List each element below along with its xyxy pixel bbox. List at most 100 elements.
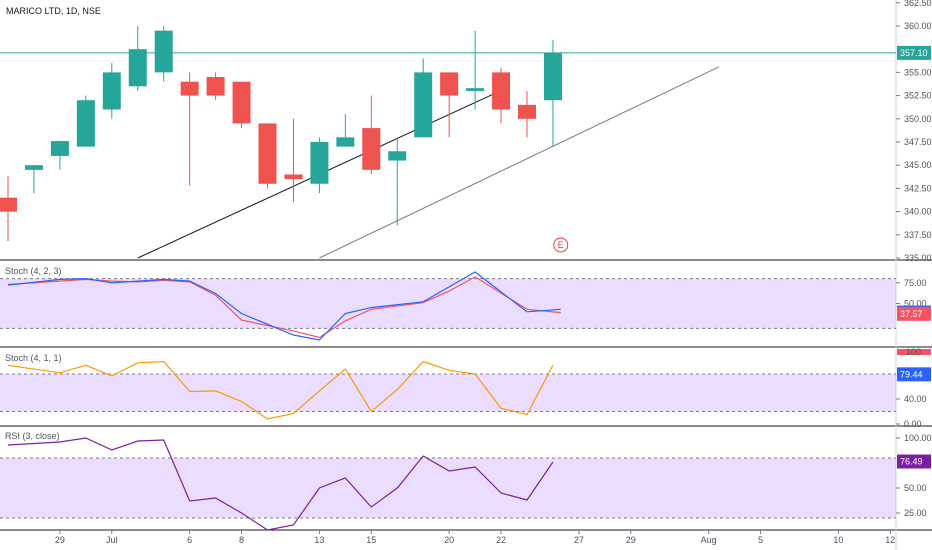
time-tick-label: 6 — [187, 535, 192, 545]
stoch1-d-tag-text: 37.57 — [900, 309, 923, 319]
rsi-band-fill — [0, 458, 896, 518]
axes: 362.50 360.00 355.00 352.50 350.00 347.50 345.… — [55, 0, 932, 545]
time-tick-label: Aug — [701, 535, 717, 545]
candle-body — [336, 137, 355, 147]
rsi-tick-label: 25.00 — [904, 508, 927, 518]
candle[interactable] — [258, 123, 277, 189]
candle-body — [414, 72, 433, 138]
time-tick-label: 8 — [239, 535, 244, 545]
candle-body — [128, 49, 147, 87]
stoch2-tick-label: 40.00 — [904, 394, 927, 404]
candle[interactable] — [543, 39, 562, 147]
candle[interactable] — [362, 95, 381, 175]
price-tick-label: 337.50 — [904, 230, 932, 240]
candle-body — [388, 151, 407, 161]
stoch1-band-fill — [0, 278, 896, 329]
candle-body — [284, 174, 303, 180]
candle-body — [362, 128, 381, 170]
candle[interactable] — [492, 67, 511, 124]
candle-body — [180, 81, 199, 96]
time-tick-label: 5 — [758, 535, 763, 545]
candle-body — [492, 72, 511, 110]
candle[interactable] — [50, 141, 69, 170]
rsi-tick-label: 100.00 — [904, 433, 932, 443]
candle[interactable] — [440, 72, 459, 138]
stoch1-d-line[interactable] — [7, 276, 561, 339]
price-tick-label: 347.50 — [904, 137, 932, 147]
stoch2-top-tag-text: 100 — [906, 347, 921, 357]
candle[interactable] — [206, 72, 225, 101]
candle[interactable] — [0, 176, 17, 242]
candle[interactable] — [128, 25, 147, 91]
candle[interactable] — [336, 114, 355, 147]
candle[interactable] — [414, 58, 433, 138]
price-pane[interactable]: E — [0, 25, 896, 259]
candle-body — [543, 52, 562, 101]
candle-body — [518, 104, 536, 119]
stoch1-tick-label: 75.00 — [904, 278, 927, 288]
candle[interactable] — [310, 137, 329, 194]
candle-body — [440, 72, 459, 96]
stoch1-k-line[interactable] — [7, 271, 561, 341]
last-price-tag-text: 357.10 — [900, 48, 928, 58]
candle-body — [50, 141, 69, 156]
candle[interactable] — [466, 30, 485, 110]
candle-body — [466, 88, 485, 91]
time-tick-label: 29 — [626, 535, 636, 545]
time-tick-label: 12 — [885, 535, 895, 545]
chart-title: MARICO LTD, 1D, NSE — [6, 6, 101, 16]
candle-body — [102, 72, 121, 110]
stoch2-band-fill — [0, 374, 896, 412]
stoch2-line[interactable] — [7, 360, 554, 420]
candle[interactable] — [388, 137, 407, 226]
stoch1-d-tag — [897, 306, 931, 321]
candle-body — [76, 100, 95, 147]
trendline[interactable] — [319, 66, 720, 259]
rsi-tick-label: 50.00 — [904, 483, 927, 493]
time-tick-label: 20 — [444, 535, 454, 545]
candle[interactable] — [102, 63, 121, 119]
candle[interactable] — [76, 95, 95, 147]
candle-body — [206, 77, 225, 96]
rsi-title: RSI (3, close) — [5, 431, 60, 441]
candle[interactable] — [232, 81, 251, 129]
stoch2-tag-text: 79.44 — [900, 369, 923, 379]
stoch2-top-tag — [897, 349, 931, 355]
price-tick-label: 352.50 — [904, 91, 932, 101]
stoch2-tag — [897, 367, 931, 382]
stoch2-tick-label: 0.00 — [904, 419, 922, 429]
earnings-marker-label: E — [558, 240, 564, 250]
time-tick-label: 22 — [496, 535, 506, 545]
candle[interactable] — [180, 72, 199, 186]
price-tick-label: 360.00 — [904, 21, 932, 31]
time-tick-label: 13 — [314, 535, 324, 545]
stoch-4-1-1-pane[interactable] — [0, 360, 896, 420]
time-tick-label: 10 — [833, 535, 843, 545]
candle[interactable] — [154, 25, 173, 82]
price-tick-label: 350.00 — [904, 114, 932, 124]
time-tick-label: 27 — [574, 535, 584, 545]
candle-body — [310, 141, 329, 184]
stoch1-title: Stoch (4, 2, 3) — [5, 266, 62, 276]
candle[interactable] — [24, 165, 43, 194]
price-tick-label: 342.50 — [904, 183, 932, 193]
price-tick-label: 335.00 — [904, 253, 932, 263]
candle-body — [154, 30, 173, 73]
last-price-tag — [897, 45, 931, 60]
stoch2-title: Stoch (4, 1, 1) — [5, 353, 62, 363]
time-tick-label: Jul — [106, 535, 118, 545]
earnings-marker-icon[interactable] — [553, 237, 569, 253]
rsi-tag-text: 76.49 — [900, 457, 923, 467]
candle-body — [232, 81, 251, 124]
rsi-pane[interactable] — [0, 437, 896, 531]
rsi-line[interactable] — [7, 437, 554, 531]
price-tick-label: 345.00 — [904, 160, 932, 170]
candle[interactable] — [518, 90, 536, 138]
candle[interactable] — [284, 118, 303, 203]
price-tick-label: 362.50 — [904, 0, 932, 8]
stoch1-tick-label: 50.00 — [904, 299, 927, 309]
stoch-4-2-3-pane[interactable] — [0, 271, 896, 341]
time-tick-label: 29 — [55, 535, 65, 545]
